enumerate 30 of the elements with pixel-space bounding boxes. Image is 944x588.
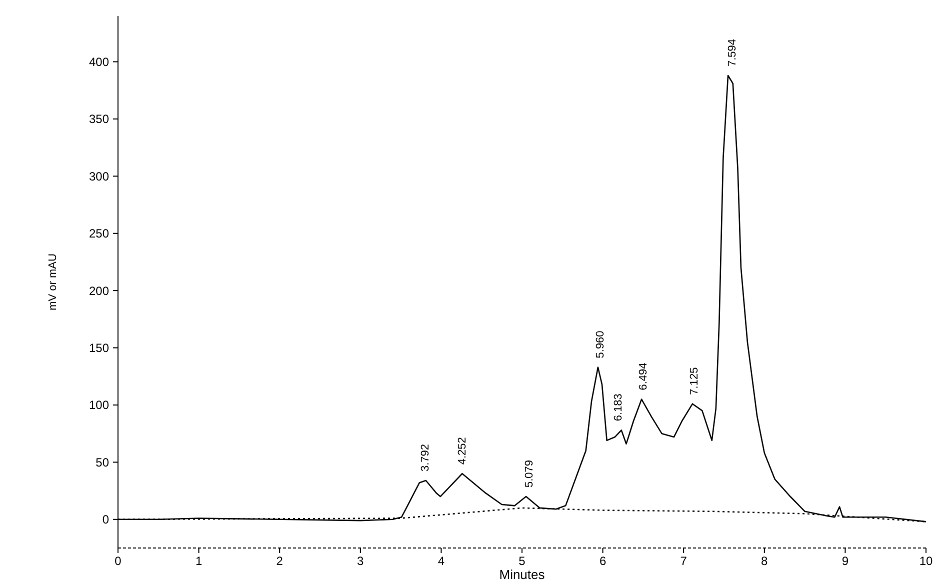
y-axis-title: mV or mAU <box>47 254 59 310</box>
y-tick-label: 200 <box>88 284 110 298</box>
x-tick-label: 1 <box>195 554 202 568</box>
x-tick-label: 9 <box>842 554 849 568</box>
y-tick-label: 350 <box>88 112 110 126</box>
annotation: 6.494 <box>638 362 650 390</box>
x-axis-title: Minutes <box>499 567 546 582</box>
y-tick-label: 50 <box>96 455 110 470</box>
y-tick-label: 300 <box>88 169 110 184</box>
annotation: 3.792 <box>419 444 432 472</box>
annotation: 4.252 <box>456 437 469 465</box>
annotation: 5.079 <box>523 460 536 488</box>
x-tick-label: 7 <box>680 554 688 568</box>
x-tick-label: 6 <box>599 554 606 568</box>
x-tick-label: 3 <box>357 554 364 568</box>
y-tick-label: 0 <box>102 512 110 527</box>
x-tick-label: 0 <box>114 554 122 568</box>
y-tick-label: 400 <box>88 54 110 69</box>
y-tick-label: 150 <box>88 340 110 355</box>
y-tick-label: 250 <box>88 226 110 241</box>
x-tick-label: 4 <box>438 554 445 568</box>
y-tick-label: 100 <box>88 398 110 412</box>
x-tick-label: 5 <box>518 554 526 568</box>
annotation: 7.125 <box>688 367 701 395</box>
x-tick-label: 2 <box>276 554 284 568</box>
annotation: 6.183 <box>612 394 625 422</box>
annotation: 7.594 <box>726 38 739 66</box>
x-tick-label: 8 <box>761 554 768 568</box>
x-tick-label: 10 <box>919 554 933 568</box>
annotation: 5.960 <box>594 330 607 358</box>
